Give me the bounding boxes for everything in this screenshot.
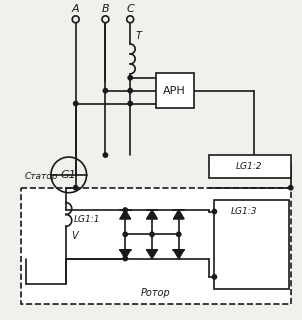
Text: LG1:3: LG1:3 xyxy=(231,207,257,216)
FancyBboxPatch shape xyxy=(210,155,291,178)
Circle shape xyxy=(73,101,78,106)
FancyBboxPatch shape xyxy=(21,188,291,304)
Circle shape xyxy=(150,232,154,236)
Text: V: V xyxy=(71,231,77,241)
Circle shape xyxy=(288,186,293,190)
Polygon shape xyxy=(147,250,157,259)
Polygon shape xyxy=(120,210,130,219)
Circle shape xyxy=(73,186,78,190)
Text: G1: G1 xyxy=(61,170,77,180)
Circle shape xyxy=(128,101,132,106)
Text: Ротор: Ротор xyxy=(141,288,171,298)
Circle shape xyxy=(103,153,108,157)
Polygon shape xyxy=(173,250,184,259)
Circle shape xyxy=(123,256,127,261)
Text: АРН: АРН xyxy=(163,86,186,96)
Circle shape xyxy=(128,76,132,80)
FancyBboxPatch shape xyxy=(156,73,194,108)
Text: Статор: Статор xyxy=(24,172,58,181)
Text: LG1:2: LG1:2 xyxy=(236,163,262,172)
Text: C: C xyxy=(126,4,134,14)
Polygon shape xyxy=(147,210,157,219)
Text: LG1:1: LG1:1 xyxy=(74,215,100,224)
Polygon shape xyxy=(120,250,130,259)
Circle shape xyxy=(123,208,127,212)
Text: B: B xyxy=(101,4,109,14)
Text: T: T xyxy=(135,31,141,41)
Circle shape xyxy=(212,209,217,214)
Circle shape xyxy=(177,232,181,236)
Circle shape xyxy=(123,232,127,236)
Circle shape xyxy=(103,88,108,93)
Circle shape xyxy=(212,275,217,279)
FancyBboxPatch shape xyxy=(214,200,289,289)
Circle shape xyxy=(128,88,132,93)
Polygon shape xyxy=(173,210,184,219)
Text: A: A xyxy=(72,4,79,14)
